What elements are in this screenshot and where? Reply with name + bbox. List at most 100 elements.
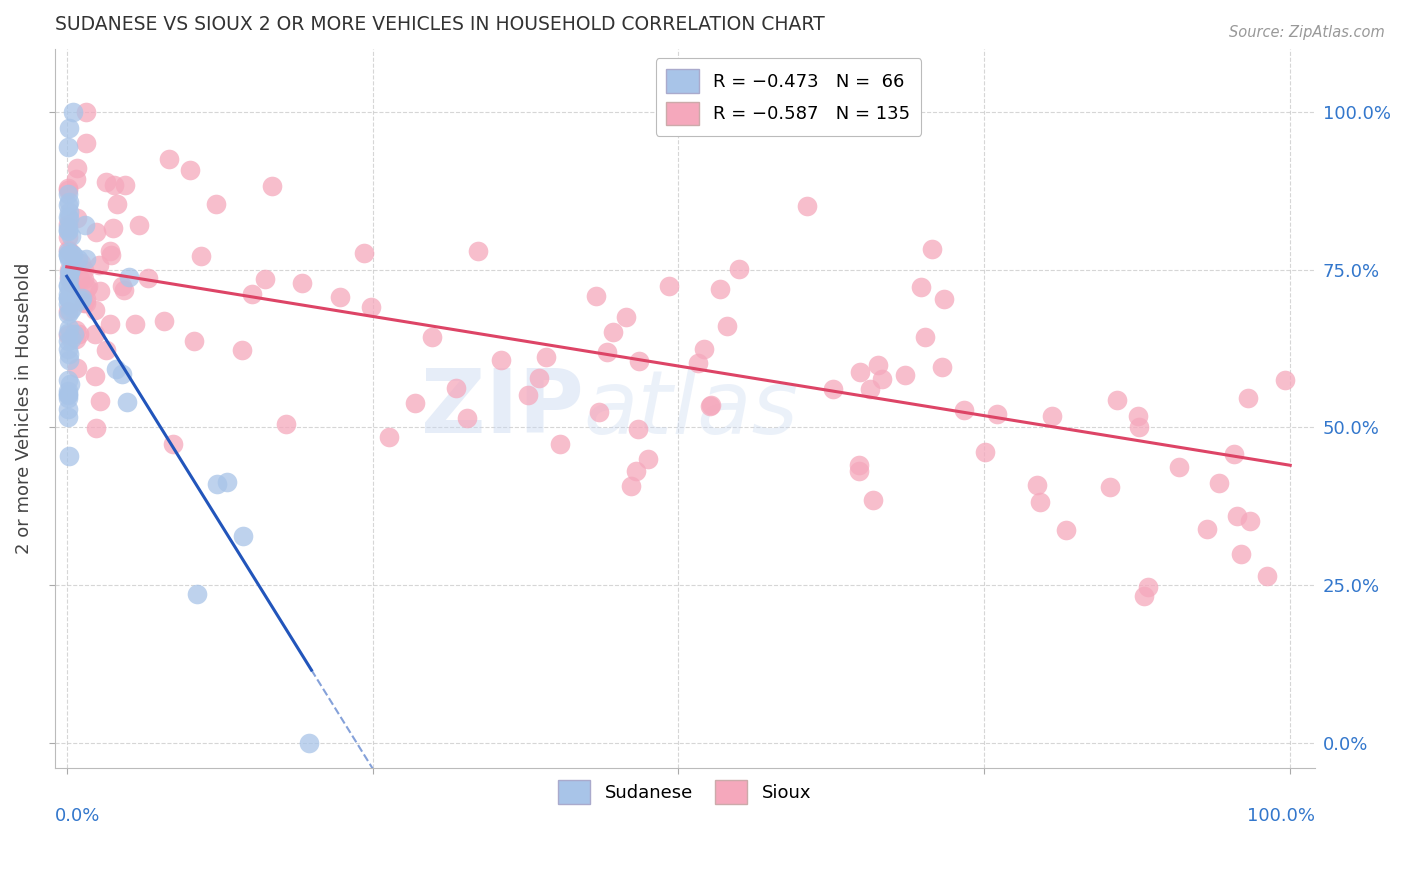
Point: [298, 735, 321, 749]
Point: [58, 250, 80, 264]
Point: [56, 217, 79, 231]
Point: [100, 248, 122, 262]
Point: [253, 272, 276, 286]
Point: [862, 493, 884, 508]
Point: [118, 269, 141, 284]
Point: [58, 211, 80, 226]
Point: [56, 279, 79, 293]
Point: [56, 229, 79, 244]
Point: [353, 246, 375, 260]
Point: [527, 371, 550, 385]
Point: [179, 163, 201, 178]
Point: [128, 218, 150, 232]
Point: [56, 277, 79, 292]
Point: [848, 464, 870, 478]
Point: [231, 343, 253, 358]
Point: [72, 262, 94, 277]
Point: [60, 247, 83, 261]
Point: [232, 529, 254, 543]
Point: [870, 372, 893, 386]
Point: [67, 326, 90, 341]
Point: [620, 479, 643, 493]
Point: [921, 242, 943, 256]
Point: [65, 361, 87, 376]
Point: [58, 140, 80, 154]
Point: [848, 458, 870, 473]
Point: [56, 183, 79, 197]
Point: [58, 252, 80, 266]
Point: [75, 218, 97, 232]
Point: [588, 405, 610, 419]
Y-axis label: 2 or more Vehicles in Household: 2 or more Vehicles in Household: [15, 263, 32, 554]
Point: [1195, 522, 1218, 536]
Point: [58, 269, 80, 284]
Point: [58, 387, 80, 401]
Point: [276, 417, 298, 432]
Point: [65, 333, 87, 347]
Point: [688, 355, 710, 369]
Point: [548, 437, 571, 451]
Point: [868, 358, 890, 372]
Point: [260, 179, 283, 194]
Point: [84, 368, 107, 383]
Point: [1029, 495, 1052, 509]
Point: [1167, 460, 1189, 475]
Point: [76, 278, 98, 293]
Point: [66, 252, 89, 266]
Point: [420, 330, 443, 344]
Point: [183, 334, 205, 348]
Point: [56, 291, 79, 305]
Point: [186, 587, 208, 601]
Point: [1105, 392, 1128, 407]
Point: [1128, 420, 1150, 434]
Point: [59, 332, 82, 346]
Point: [65, 322, 87, 336]
Point: [56, 328, 79, 343]
Point: [910, 280, 932, 294]
Text: SUDANESE VS SIOUX 2 OR MORE VEHICLES IN HOUSEHOLD CORRELATION CHART: SUDANESE VS SIOUX 2 OR MORE VEHICLES IN …: [55, 15, 824, 34]
Point: [59, 244, 82, 259]
Point: [115, 394, 138, 409]
Point: [1256, 569, 1278, 583]
Point: [101, 221, 124, 235]
Point: [658, 278, 681, 293]
Point: [699, 400, 721, 414]
Point: [114, 178, 136, 193]
Point: [534, 350, 557, 364]
Point: [728, 261, 751, 276]
Point: [456, 411, 478, 425]
Point: [446, 382, 468, 396]
Point: [1054, 523, 1077, 537]
Point: [112, 283, 135, 297]
Point: [94, 343, 117, 357]
Point: [84, 326, 107, 341]
Point: [986, 407, 1008, 421]
Point: [56, 304, 79, 318]
Text: ZIP: ZIP: [420, 365, 583, 452]
Point: [75, 105, 97, 120]
Point: [75, 136, 97, 150]
Point: [62, 105, 84, 120]
Point: [56, 326, 79, 340]
Point: [56, 402, 79, 417]
Point: [1237, 391, 1260, 405]
Point: [859, 382, 882, 396]
Point: [716, 318, 738, 333]
Point: [56, 409, 79, 424]
Point: [58, 219, 80, 234]
Point: [98, 318, 121, 332]
Point: [1128, 409, 1150, 423]
Point: [70, 256, 93, 270]
Point: [624, 464, 647, 478]
Point: [75, 252, 97, 266]
Text: 0.0%: 0.0%: [55, 807, 100, 825]
Point: [328, 290, 350, 304]
Point: [637, 452, 659, 467]
Point: [56, 307, 79, 321]
Point: [709, 282, 731, 296]
Point: [162, 436, 184, 450]
Point: [105, 196, 128, 211]
Point: [58, 347, 80, 361]
Point: [58, 272, 80, 286]
Text: 100.0%: 100.0%: [1247, 807, 1315, 825]
